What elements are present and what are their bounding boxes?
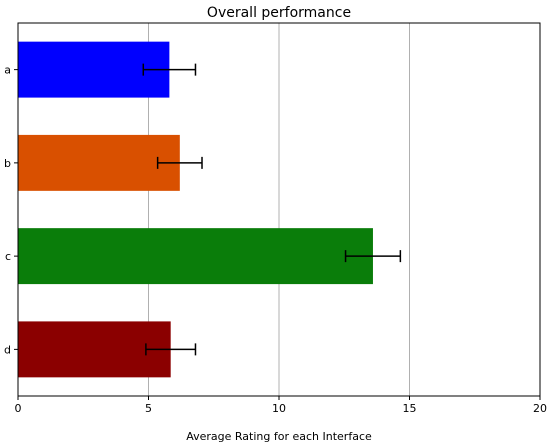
x-tick-label: 0 [15,402,22,415]
bar-b [18,134,180,191]
y-tick-label-c: c [5,250,11,263]
error-bars [142,63,402,356]
x-axis-ticks: 0 5 10 15 20 [15,396,547,415]
x-tick-label: 15 [403,402,417,415]
chart-title: Overall performance [207,5,351,21]
y-tick-label-b: b [4,157,11,170]
y-tick-label-a: a [4,64,11,77]
y-axis-ticks: a b c d [4,64,18,356]
x-tick-label: 5 [145,402,152,415]
x-axis-label: Average Rating for each Interface [186,430,372,443]
x-tick-label: 10 [272,402,286,415]
bars [18,41,373,378]
bar-c [18,228,373,285]
y-tick-label-d: d [4,343,11,356]
gridlines [148,23,410,396]
x-tick-label: 20 [533,402,547,415]
